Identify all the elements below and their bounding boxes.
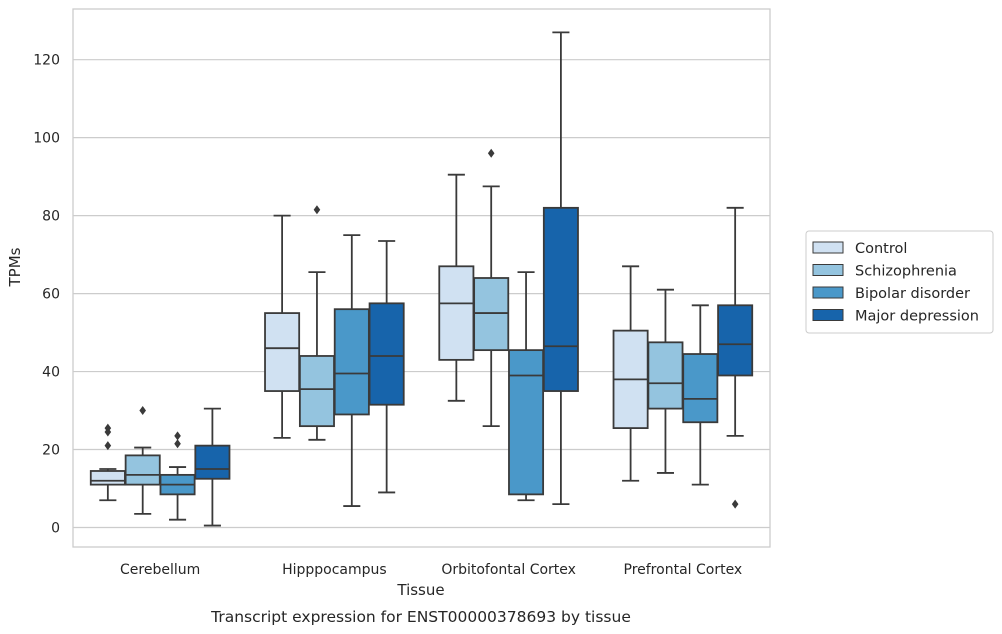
legend-frame bbox=[805, 230, 994, 334]
grid-lines bbox=[73, 59, 770, 529]
box bbox=[717, 304, 754, 377]
series-schizophrenia bbox=[124, 148, 684, 515]
box-group bbox=[194, 407, 231, 527]
y-tick-label: 60 bbox=[42, 287, 60, 303]
box-group bbox=[438, 173, 475, 402]
x-tick-label: Orbitofontal Cortex bbox=[441, 562, 576, 578]
box-group bbox=[368, 240, 405, 494]
box bbox=[473, 277, 510, 352]
legend: Control Schizophrenia Bipolar disorder Majo… bbox=[805, 230, 994, 334]
series-major-depression bbox=[194, 31, 754, 527]
y-axis-label: TPMs bbox=[6, 247, 24, 287]
box-series bbox=[89, 31, 754, 527]
x-axis-label: Tissue bbox=[396, 581, 444, 599]
box-group bbox=[612, 265, 649, 482]
box-group bbox=[89, 423, 126, 502]
box-group bbox=[159, 431, 196, 521]
box bbox=[194, 444, 231, 480]
x-tick-label: Hipppocampus bbox=[282, 562, 387, 578]
legend-label: Bipolar disorder bbox=[855, 286, 970, 302]
legend-swatch bbox=[812, 309, 844, 321]
y-tick-label: 100 bbox=[33, 131, 60, 147]
box bbox=[438, 265, 475, 361]
box bbox=[508, 349, 545, 496]
box-group bbox=[647, 288, 684, 474]
x-tick-label: Prefrontal Cortex bbox=[624, 562, 743, 578]
box-group bbox=[508, 271, 545, 502]
legend-label: Control bbox=[855, 241, 907, 257]
legend-label: Schizophrenia bbox=[855, 264, 957, 280]
outlier-point bbox=[313, 205, 321, 215]
box bbox=[298, 355, 335, 428]
box bbox=[682, 353, 719, 424]
box bbox=[264, 312, 301, 392]
legend-label: Major depression bbox=[855, 309, 979, 325]
box-group bbox=[124, 406, 161, 515]
y-tick-label: 40 bbox=[42, 365, 60, 381]
legend-swatch bbox=[812, 264, 844, 276]
chart-caption: Transcript expression for ENST0000037869… bbox=[210, 608, 631, 626]
x-tick-labels: Cerebellum Hipppocampus Orbitofontal Corte… bbox=[120, 562, 742, 578]
legend-swatch bbox=[812, 286, 844, 299]
y-tick-label: 20 bbox=[42, 443, 60, 459]
box bbox=[542, 206, 579, 392]
legend-swatch bbox=[812, 241, 844, 254]
outlier-point bbox=[487, 148, 495, 158]
outlier-point bbox=[174, 431, 181, 441]
y-tick-label: 0 bbox=[51, 521, 60, 537]
box-group bbox=[298, 205, 335, 441]
box-group bbox=[473, 148, 510, 428]
box bbox=[89, 470, 126, 486]
box-group bbox=[542, 31, 579, 506]
box bbox=[333, 308, 370, 416]
box bbox=[124, 454, 161, 486]
box-group bbox=[333, 234, 370, 507]
series-bipolar-disorder bbox=[159, 234, 719, 521]
x-tick-label: Cerebellum bbox=[120, 562, 200, 578]
y-tick-labels: 0 20 40 60 80 100 120 bbox=[33, 53, 60, 537]
outlier-point bbox=[731, 499, 739, 509]
box bbox=[647, 341, 684, 410]
plot-area-frame bbox=[72, 8, 771, 548]
box-group bbox=[264, 214, 301, 439]
outlier-point bbox=[174, 439, 181, 449]
box bbox=[368, 302, 405, 406]
y-tick-label: 80 bbox=[42, 209, 60, 225]
box-group bbox=[682, 304, 719, 486]
outlier-point bbox=[104, 441, 112, 451]
series-control bbox=[89, 173, 649, 502]
outlier-point bbox=[104, 423, 112, 433]
box-group bbox=[717, 206, 754, 509]
y-tick-label: 120 bbox=[33, 53, 60, 69]
outlier-point bbox=[139, 406, 146, 416]
